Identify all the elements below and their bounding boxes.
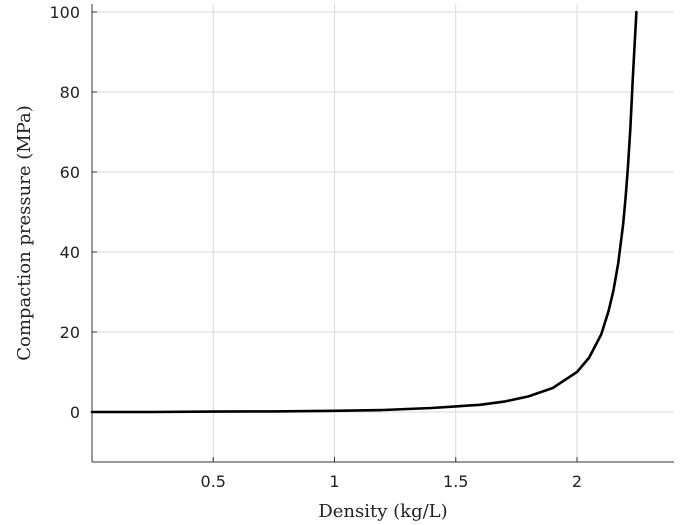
y-axis-label: Compaction pressure (MPa) xyxy=(14,105,35,361)
y-tick-label: 20 xyxy=(60,323,80,342)
y-tick-label: 80 xyxy=(60,83,80,102)
series-line xyxy=(90,10,638,414)
y-axis-ticks: 0 20 40 60 80 100 xyxy=(49,3,97,422)
y-tick-label: 0 xyxy=(70,403,80,422)
y-tick-label: 40 xyxy=(60,243,80,262)
series-group xyxy=(90,10,638,414)
axes xyxy=(91,4,674,463)
grid xyxy=(92,4,674,462)
x-tick-label: 1.5 xyxy=(443,472,468,491)
y-tick-label: 60 xyxy=(60,163,80,182)
y-tick-label: 100 xyxy=(49,3,80,22)
x-axis-label: Density (kg/L) xyxy=(318,501,447,522)
x-tick-label: 0.5 xyxy=(201,472,226,491)
x-tick-label: 1 xyxy=(329,472,339,491)
x-tick-label: 2 xyxy=(572,472,582,491)
x-axis-ticks: 0.5 1 1.5 2 xyxy=(201,457,582,491)
